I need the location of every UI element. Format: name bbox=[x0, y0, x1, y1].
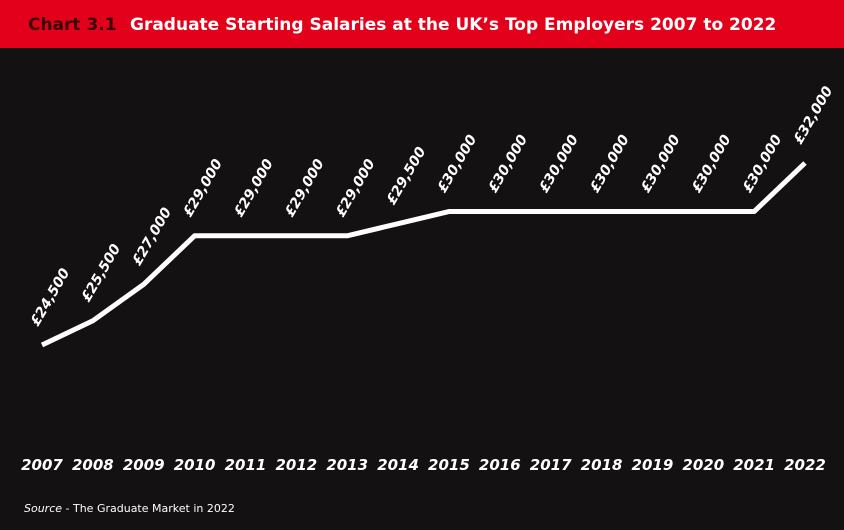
x-tick-label: 2010 bbox=[174, 456, 216, 474]
x-tick-label: 2007 bbox=[21, 456, 63, 474]
x-tick-label: 2018 bbox=[581, 456, 623, 474]
x-tick-label: 2012 bbox=[275, 456, 317, 474]
x-tick-label: 2013 bbox=[326, 456, 368, 474]
x-tick-label: 2015 bbox=[428, 456, 470, 474]
chart-title: Graduate Starting Salaries at the UK’s T… bbox=[130, 15, 776, 35]
x-tick-label: 2008 bbox=[72, 456, 114, 474]
x-tick-label: 2020 bbox=[682, 456, 724, 474]
x-tick-label: 2022 bbox=[784, 456, 826, 474]
source-label: Source bbox=[24, 502, 62, 515]
x-tick-label: 2011 bbox=[225, 456, 267, 474]
x-tick-label: 2009 bbox=[123, 456, 165, 474]
x-tick-label: 2021 bbox=[733, 456, 775, 474]
x-tick-label: 2016 bbox=[479, 456, 521, 474]
x-tick-label: 2017 bbox=[530, 456, 572, 474]
x-tick-label: 2014 bbox=[377, 456, 419, 474]
title-bar bbox=[0, 0, 844, 48]
source: Source - The Graduate Market in 2022 bbox=[24, 502, 235, 515]
x-tick-label: 2019 bbox=[632, 456, 674, 474]
source-text: - The Graduate Market in 2022 bbox=[62, 502, 235, 515]
chart-label: Chart 3.1 bbox=[28, 15, 117, 35]
line bbox=[40, 161, 807, 348]
